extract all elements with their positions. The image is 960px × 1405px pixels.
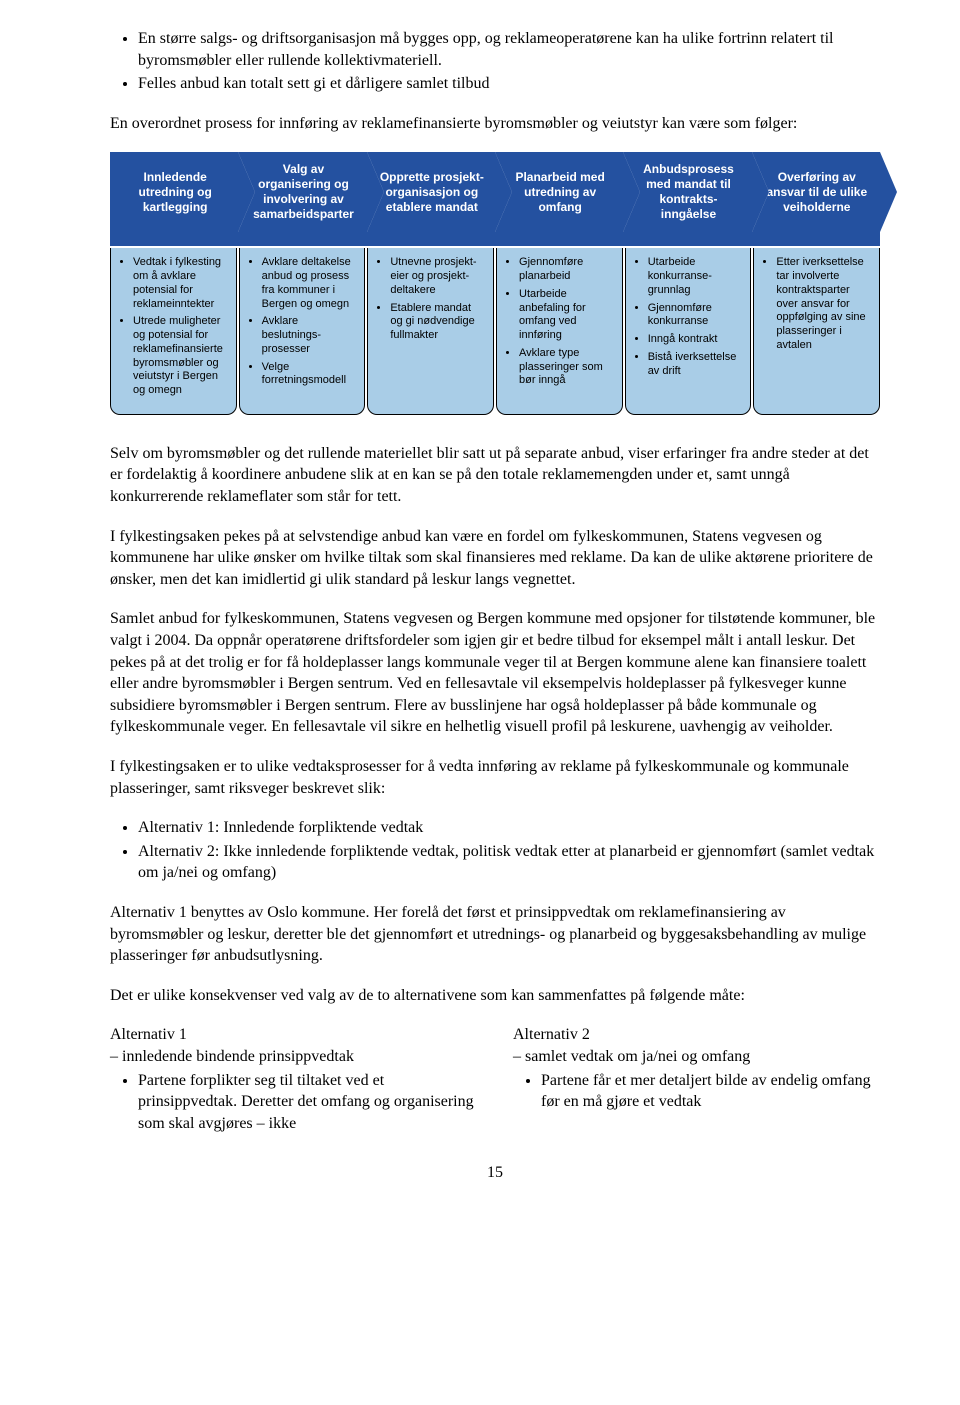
- paragraph: Samlet anbud for fylkeskommunen, Statens…: [110, 608, 880, 738]
- paragraph: I fylkestingsaken er to ulike vedtakspro…: [110, 756, 880, 799]
- alt1-column: Alternativ 1 – innledende bindende prins…: [110, 1024, 477, 1134]
- process-item: Avklare deltakelse anbud og prosess fra …: [262, 256, 357, 311]
- intro-paragraph: En overordnet prosess for innføring av r…: [110, 113, 880, 135]
- process-body-6: Etter iverksettelse tar involverte kontr…: [753, 248, 880, 415]
- process-body-1: Vedtak i fylkesting om å avklare potensi…: [110, 248, 237, 415]
- process-item: Utrede muligheter og potensial for rekla…: [133, 315, 228, 398]
- process-body-2: Avklare deltakelse anbud og prosess fra …: [239, 248, 366, 415]
- process-item: Etter iverksettelse tar involverte kontr…: [776, 256, 871, 352]
- alt1-title: Alternativ 1: [110, 1024, 477, 1046]
- process-item: Avklare type plasseringer som bør inngå: [519, 347, 614, 388]
- process-header-1: Innledende utredning og kartlegging: [110, 152, 238, 246]
- process-body-3: Utnevne prosjekt-eier og prosjekt-deltak…: [367, 248, 494, 415]
- bullet-item: Felles anbud kan totalt sett gi et dårli…: [138, 73, 880, 95]
- paragraph: Selv om byromsmøbler og det rullende mat…: [110, 443, 880, 508]
- process-item: Gjennomføre planarbeid: [519, 256, 614, 284]
- alt1-bullet: Partene forplikter seg til tiltaket ved …: [138, 1070, 477, 1135]
- process-item: Vedtak i fylkesting om å avklare potensi…: [133, 256, 228, 311]
- process-item: Utarbeide anbefaling for omfang ved innf…: [519, 288, 614, 343]
- process-header-5: Anbudsprosess med mandat til kontrakts-i…: [623, 152, 751, 246]
- alternatives-columns: Alternativ 1 – innledende bindende prins…: [110, 1024, 880, 1134]
- process-chart: Innledende utredning og kartlegging Valg…: [110, 152, 880, 415]
- bullet-item: Alternativ 2: Ikke innledende forplikten…: [138, 841, 880, 884]
- process-body-5: Utarbeide konkurranse-grunnlag Gjennomfø…: [625, 248, 752, 415]
- paragraph: Det er ulike konsekvenser ved valg av de…: [110, 985, 880, 1007]
- process-item: Utarbeide konkurranse-grunnlag: [648, 256, 743, 297]
- process-item: Inngå kontrakt: [648, 333, 743, 347]
- process-item: Velge forretningsmodell: [262, 361, 357, 389]
- process-header-6: Overføring av ansvar til de ulike veihol…: [752, 152, 880, 246]
- top-bullets: En større salgs- og driftsorganisasjon m…: [110, 28, 880, 95]
- process-header-2: Valg av organisering og involvering av s…: [238, 152, 366, 246]
- bullet-item: En større salgs- og driftsorganisasjon m…: [138, 28, 880, 71]
- process-header-3: Opprette prosjekt-organisasjon og etable…: [367, 152, 495, 246]
- process-header-row: Innledende utredning og kartlegging Valg…: [110, 152, 880, 246]
- process-item: Avklare beslutnings-prosesser: [262, 315, 357, 356]
- alternatives-list: Alternativ 1: Innledende forpliktende ve…: [110, 817, 880, 884]
- process-item: Utnevne prosjekt-eier og prosjekt-deltak…: [390, 256, 485, 297]
- alt2-subtitle: – samlet vedtak om ja/nei og omfang: [513, 1046, 880, 1068]
- paragraph: I fylkestingsaken pekes på at selvstendi…: [110, 526, 880, 591]
- paragraph: Alternativ 1 benyttes av Oslo kommune. H…: [110, 902, 880, 967]
- process-header-4: Planarbeid med utredning av omfang: [495, 152, 623, 246]
- process-item: Bistå iverksettelse av drift: [648, 351, 743, 379]
- alt2-bullet: Partene får et mer detaljert bilde av en…: [541, 1070, 880, 1113]
- process-body-row: Vedtak i fylkesting om å avklare potensi…: [110, 248, 880, 415]
- bullet-item: Alternativ 1: Innledende forpliktende ve…: [138, 817, 880, 839]
- process-item: Gjennomføre konkurranse: [648, 302, 743, 330]
- process-body-4: Gjennomføre planarbeid Utarbeide anbefal…: [496, 248, 623, 415]
- page-number: 15: [110, 1164, 880, 1182]
- process-item: Etablere mandat og gi nødvendige fullmak…: [390, 302, 485, 343]
- alt2-title: Alternativ 2: [513, 1024, 880, 1046]
- alt1-subtitle: – innledende bindende prinsippvedtak: [110, 1046, 477, 1068]
- alt2-column: Alternativ 2 – samlet vedtak om ja/nei o…: [513, 1024, 880, 1134]
